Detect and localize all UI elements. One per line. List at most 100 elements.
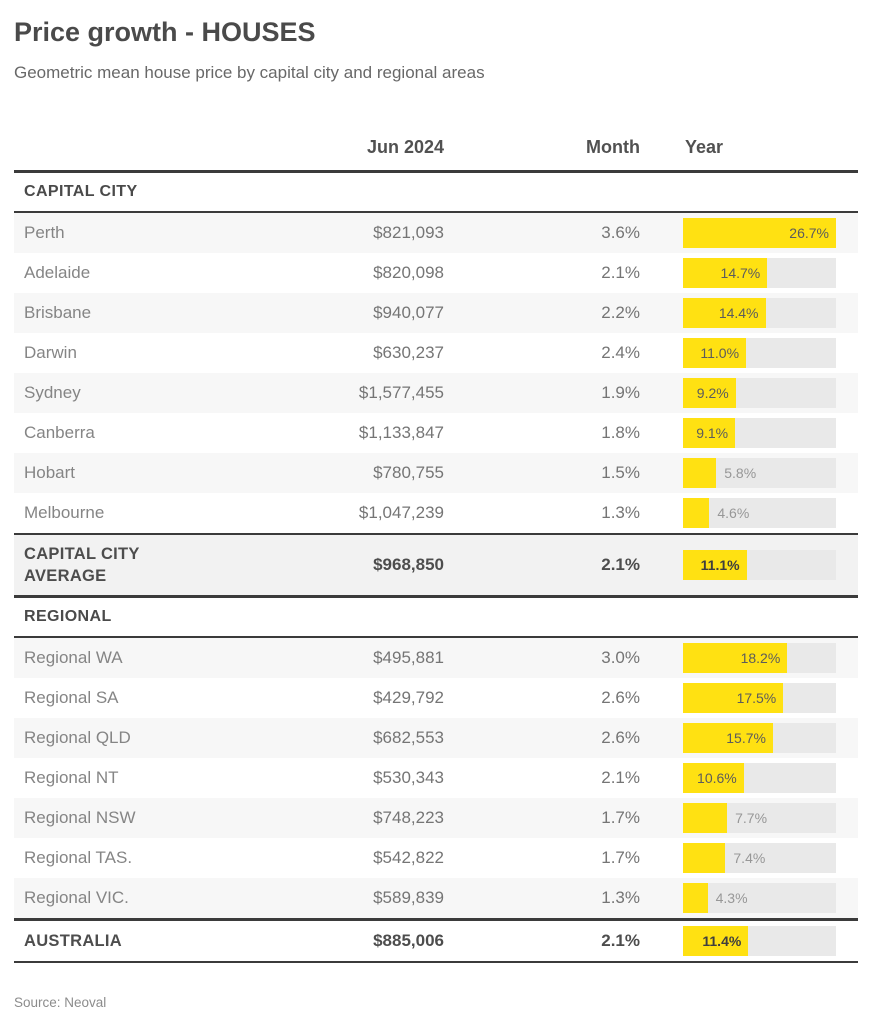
table-row-canberra: Canberra $1,133,847 1.8% 9.1% xyxy=(14,413,858,453)
year-bar-label: 4.3% xyxy=(715,890,748,906)
year-bar-fill: 9.2% xyxy=(683,378,736,408)
year-bar-fill xyxy=(683,498,710,528)
year-bar-fill: 10.6% xyxy=(683,763,744,793)
column-header-year: Year xyxy=(685,137,724,157)
price-value: $968,850 xyxy=(373,555,444,574)
year-bar-track: 18.2% xyxy=(683,643,836,673)
price-value: $589,839 xyxy=(373,888,444,907)
price-value: $542,822 xyxy=(373,848,444,867)
table-row-melbourne: Melbourne $1,047,239 1.3% 4.6% xyxy=(14,493,858,533)
row-label: Regional WA xyxy=(24,648,123,667)
capital-city-rows: Perth $821,093 3.6% 26.7% Adelaide $820,… xyxy=(14,213,858,533)
year-bar-track: 9.2% xyxy=(683,378,836,408)
month-change-value: 1.3% xyxy=(601,503,640,522)
year-bar-track: 11.0% xyxy=(683,338,836,368)
row-label: Regional VIC. xyxy=(24,888,129,907)
price-value: $940,077 xyxy=(373,303,444,322)
year-bar-track: 4.3% xyxy=(683,883,836,913)
year-bar-track: 10.6% xyxy=(683,763,836,793)
year-bar-label: 14.7% xyxy=(720,265,761,281)
month-change-value: 2.6% xyxy=(601,728,640,747)
row-label: Melbourne xyxy=(24,503,105,522)
page-title: Price growth - HOUSES xyxy=(14,17,316,47)
year-bar-fill: 14.4% xyxy=(683,298,766,328)
year-bar-track: 9.1% xyxy=(683,418,836,448)
month-change-value: 2.4% xyxy=(601,343,640,362)
month-change-value: 3.6% xyxy=(601,223,640,242)
column-headers: Jun 2024 Month Year xyxy=(14,137,858,170)
year-bar-fill: 18.2% xyxy=(683,643,788,673)
year-bar-label: 5.8% xyxy=(724,465,757,481)
month-change-value: 3.0% xyxy=(601,648,640,667)
summary-row-capital-city-average: CAPITAL CITY AVERAGE $968,850 2.1% 11.1% xyxy=(14,533,858,595)
year-bar-label: 17.5% xyxy=(736,690,777,706)
source-attribution: Source: Neoval xyxy=(14,995,107,1010)
year-bar-track: 26.7% xyxy=(683,218,836,248)
section-regional: REGIONAL Regional WA $495,881 3.0% 18.2%… xyxy=(14,595,858,963)
year-bar-fill: 11.4% xyxy=(683,926,749,956)
year-bar-fill: 17.5% xyxy=(683,683,784,713)
year-bar-label: 15.7% xyxy=(726,730,766,746)
year-bar-label: 26.7% xyxy=(789,225,829,241)
year-bar-track: 7.4% xyxy=(683,843,836,873)
price-value: $682,553 xyxy=(373,728,444,747)
row-label: Regional SA xyxy=(24,688,119,707)
year-bar-fill: 11.0% xyxy=(683,338,747,368)
table-row-regional-wa: Regional WA $495,881 3.0% 18.2% xyxy=(14,638,858,678)
table-row-regional-nsw: Regional NSW $748,223 1.7% 7.7% xyxy=(14,798,858,838)
year-bar-track: 7.7% xyxy=(683,803,836,833)
month-change-value: 2.1% xyxy=(601,263,640,282)
table-row-regional-tas: Regional TAS. $542,822 1.7% 7.4% xyxy=(14,838,858,878)
row-label: CAPITAL CITY AVERAGE xyxy=(24,543,244,588)
year-bar-label: 14.4% xyxy=(718,305,759,321)
page-subtitle: Geometric mean house price by capital ci… xyxy=(14,63,485,82)
row-label: Brisbane xyxy=(24,303,92,322)
summary-row-australia: AUSTRALIA $885,006 2.1% 11.4% xyxy=(14,918,858,963)
row-label: Canberra xyxy=(24,423,95,442)
month-change-value: 1.5% xyxy=(601,463,640,482)
year-bar-fill xyxy=(683,458,717,488)
table-row-brisbane: Brisbane $940,077 2.2% 14.4% xyxy=(14,293,858,333)
month-change-value: 2.1% xyxy=(601,931,640,950)
year-bar-label: 4.6% xyxy=(717,505,750,521)
table-row-regional-vic: Regional VIC. $589,839 1.3% 4.3% xyxy=(14,878,858,918)
month-change-value: 1.8% xyxy=(601,423,640,442)
month-change-value: 2.6% xyxy=(601,688,640,707)
year-bar-track: 17.5% xyxy=(683,683,836,713)
price-value: $495,881 xyxy=(373,648,444,667)
summary-label-text: AUSTRALIA xyxy=(24,931,123,950)
year-bar-label: 7.4% xyxy=(733,850,766,866)
table-row-hobart: Hobart $780,755 1.5% 5.8% xyxy=(14,453,858,493)
year-bar-label: 9.1% xyxy=(696,425,729,441)
year-bar-label: 11.0% xyxy=(700,345,740,361)
year-bar-fill xyxy=(683,803,728,833)
year-bar-fill: 11.1% xyxy=(683,550,747,580)
table-row-regional-sa: Regional SA $429,792 2.6% 17.5% xyxy=(14,678,858,718)
price-value: $530,343 xyxy=(373,768,444,787)
price-value: $429,792 xyxy=(373,688,444,707)
year-bar-fill: 9.1% xyxy=(683,418,736,448)
year-bar-track: 15.7% xyxy=(683,723,836,753)
row-label: AUSTRALIA xyxy=(24,930,244,952)
price-value: $821,093 xyxy=(373,223,444,242)
price-value: $820,098 xyxy=(373,263,444,282)
year-bar-track: 11.4% xyxy=(683,926,836,956)
section-header-regional: REGIONAL xyxy=(14,595,858,638)
row-label: Adelaide xyxy=(24,263,91,282)
price-value: $748,223 xyxy=(373,808,444,827)
year-bar-fill: 15.7% xyxy=(683,723,773,753)
year-bar-label: 9.2% xyxy=(696,385,729,401)
table-row-sydney: Sydney $1,577,455 1.9% 9.2% xyxy=(14,373,858,413)
row-label: Regional NSW xyxy=(24,808,136,827)
month-change-value: 1.9% xyxy=(601,383,640,402)
year-bar-track: 11.1% xyxy=(683,550,836,580)
row-label: Hobart xyxy=(24,463,76,482)
year-bar-fill: 26.7% xyxy=(683,218,836,248)
year-bar-label: 11.1% xyxy=(700,557,740,573)
month-change-value: 1.7% xyxy=(601,808,640,827)
year-bar-track: 14.4% xyxy=(683,298,836,328)
month-change-value: 1.7% xyxy=(601,848,640,867)
row-label: Perth xyxy=(24,223,65,242)
month-change-value: 2.2% xyxy=(601,303,640,322)
